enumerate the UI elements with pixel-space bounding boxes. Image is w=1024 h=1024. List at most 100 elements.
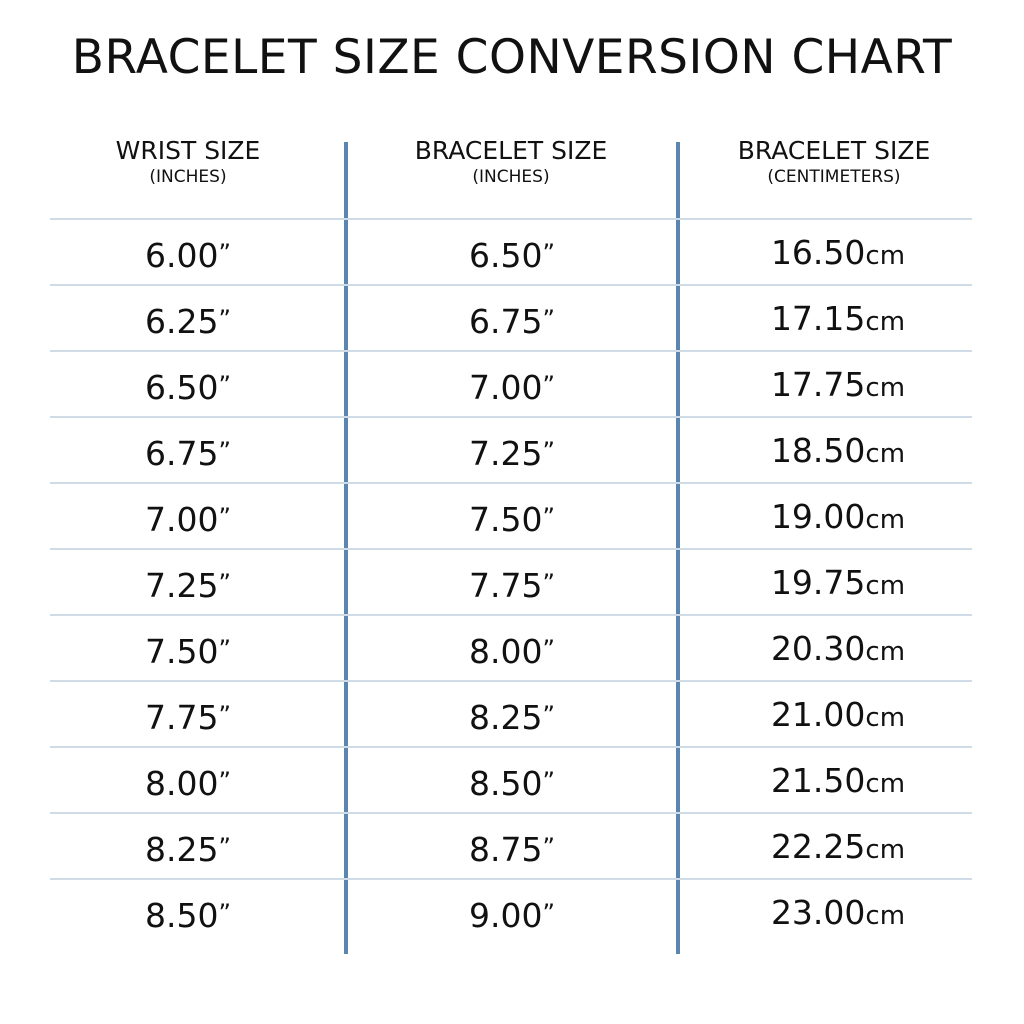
cell-value: 21.50 — [770, 761, 866, 800]
cell-value: 7.00 — [145, 500, 219, 539]
table-cell: 17.75cm — [688, 352, 988, 418]
table-cell: 8.75” — [362, 814, 662, 880]
inch-suffix: ” — [542, 371, 555, 399]
table-cell: 8.00” — [38, 748, 338, 814]
table-cell: 7.50” — [38, 616, 338, 682]
cell-value: 22.25 — [770, 827, 866, 866]
row-divider — [50, 680, 972, 682]
table-cell: 6.75” — [38, 418, 338, 484]
inch-suffix: ” — [542, 503, 555, 531]
row-divider — [50, 812, 972, 814]
table-cell: 23.00cm — [688, 880, 988, 946]
inch-suffix: ” — [542, 701, 555, 729]
cell-value: 7.75 — [469, 566, 543, 605]
cm-suffix: cm — [865, 769, 906, 799]
inch-suffix: ” — [218, 371, 231, 399]
cm-suffix: cm — [865, 439, 906, 469]
inch-suffix: ” — [542, 437, 555, 465]
header-unit: (INCHES) — [149, 167, 227, 187]
table-cell: 7.00” — [38, 484, 338, 550]
cell-value: 18.50 — [770, 431, 866, 470]
cell-value: 8.00 — [469, 632, 543, 671]
table-cell: 9.00” — [362, 880, 662, 946]
column-header-bracelet-inches: BRACELET SIZE (INCHES) — [361, 136, 661, 188]
table-cell: 6.50” — [362, 220, 662, 286]
header-label: WRIST SIZE — [115, 136, 261, 165]
header-unit: (INCHES) — [472, 167, 550, 187]
page-title: BRACELET SIZE CONVERSION CHART — [71, 30, 953, 85]
table-cell: 8.25” — [38, 814, 338, 880]
inch-suffix: ” — [218, 305, 231, 333]
cm-suffix: cm — [865, 373, 906, 403]
row-divider — [50, 746, 972, 748]
cell-value: 6.75 — [469, 302, 543, 341]
cell-value: 6.50 — [469, 236, 543, 275]
cell-value: 20.30 — [770, 629, 866, 668]
cm-suffix: cm — [865, 571, 906, 601]
inch-suffix: ” — [218, 437, 231, 465]
cm-suffix: cm — [865, 703, 906, 733]
cell-value: 6.00 — [145, 236, 219, 275]
row-divider — [50, 614, 972, 616]
row-divider — [50, 284, 972, 286]
row-divider — [50, 878, 972, 880]
cell-value: 8.75 — [469, 830, 543, 869]
cell-value: 8.25 — [469, 698, 543, 737]
row-divider — [50, 218, 972, 220]
row-divider — [50, 350, 972, 352]
inch-suffix: ” — [218, 767, 231, 795]
table-cell: 8.25” — [362, 682, 662, 748]
cell-value: 19.00 — [770, 497, 866, 536]
inch-suffix: ” — [542, 305, 555, 333]
table-cell: 19.75cm — [688, 550, 988, 616]
table-cell: 7.25” — [38, 550, 338, 616]
cell-value: 16.50 — [770, 233, 866, 272]
cell-value: 8.00 — [145, 764, 219, 803]
cell-value: 8.25 — [145, 830, 219, 869]
row-divider — [50, 548, 972, 550]
inch-suffix: ” — [218, 899, 231, 927]
cell-value: 9.00 — [469, 896, 543, 935]
table-cell: 7.75” — [362, 550, 662, 616]
header-label: BRACELET SIZE — [414, 136, 608, 165]
table-cell: 16.50cm — [688, 220, 988, 286]
column-header-bracelet-cm: BRACELET SIZE (CENTIMETERS) — [684, 136, 984, 188]
table-cell: 19.00cm — [688, 484, 988, 550]
inch-suffix: ” — [218, 569, 231, 597]
table-cell: 18.50cm — [688, 418, 988, 484]
inch-suffix: ” — [218, 503, 231, 531]
table-cell: 7.00” — [362, 352, 662, 418]
cell-value: 6.25 — [145, 302, 219, 341]
table-cell: 17.15cm — [688, 286, 988, 352]
table-cell: 6.50” — [38, 352, 338, 418]
cm-suffix: cm — [865, 505, 906, 535]
inch-suffix: ” — [542, 899, 555, 927]
cell-value: 21.00 — [770, 695, 866, 734]
table-cell: 6.00” — [38, 220, 338, 286]
inch-suffix: ” — [218, 239, 231, 267]
cm-suffix: cm — [865, 901, 906, 931]
table-cell: 8.50” — [38, 880, 338, 946]
cell-value: 19.75 — [770, 563, 866, 602]
inch-suffix: ” — [542, 635, 555, 663]
cm-suffix: cm — [865, 307, 906, 337]
table-cell: 21.50cm — [688, 748, 988, 814]
table-cell: 8.00” — [362, 616, 662, 682]
inch-suffix: ” — [218, 833, 231, 861]
table-cell: 7.75” — [38, 682, 338, 748]
cell-value: 7.00 — [469, 368, 543, 407]
row-divider — [50, 482, 972, 484]
table-cell: 21.00cm — [688, 682, 988, 748]
cell-value: 7.50 — [145, 632, 219, 671]
cm-suffix: cm — [865, 835, 906, 865]
cell-value: 6.75 — [145, 434, 219, 473]
table-cell: 7.25” — [362, 418, 662, 484]
inch-suffix: ” — [542, 569, 555, 597]
cell-value: 7.25 — [469, 434, 543, 473]
inch-suffix: ” — [542, 767, 555, 795]
cell-value: 17.75 — [770, 365, 866, 404]
cell-value: 7.25 — [145, 566, 219, 605]
table-cell: 20.30cm — [688, 616, 988, 682]
cm-suffix: cm — [865, 637, 906, 667]
inch-suffix: ” — [218, 635, 231, 663]
